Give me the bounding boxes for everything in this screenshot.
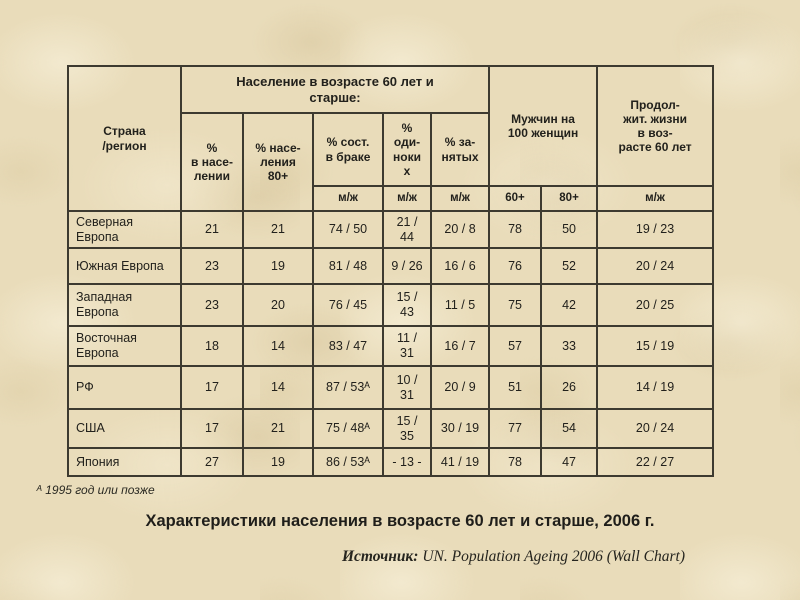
table-row: Япония 27 19 86 / 53ᴬ - 13 - 41 / 19 78 … bbox=[67, 447, 715, 477]
value-cell: 76 / 45 bbox=[312, 283, 384, 327]
value-cell: 78 bbox=[488, 210, 543, 249]
value-cell: 77 bbox=[488, 408, 543, 449]
table-row: РФ 17 14 87 / 53ᴬ 10 / 31 20 / 9 51 26 1… bbox=[67, 365, 715, 410]
subheader-80plus: 80+ bbox=[540, 185, 599, 212]
table-row: США 17 21 75 / 48ᴬ 15 / 35 30 / 19 77 54… bbox=[67, 408, 715, 449]
header-row-3: м/ж м/ж м/ж 60+ 80+ м/ж bbox=[68, 185, 715, 212]
value-cell: 74 / 50 bbox=[312, 210, 384, 249]
value-cell: 76 bbox=[488, 247, 543, 285]
value-cell: 19 bbox=[242, 447, 314, 477]
value-cell: 15 / 35 bbox=[382, 408, 432, 449]
col-header-pct-in-population: % в насе- лении bbox=[180, 112, 244, 212]
value-cell: 87 / 53ᴬ bbox=[312, 365, 384, 410]
value-cell: 50 bbox=[540, 210, 599, 249]
value-cell: 78 bbox=[488, 447, 543, 477]
col-header-country: Страна /регион bbox=[67, 65, 182, 212]
subheader-mw-single: м/ж bbox=[382, 185, 432, 212]
col-header-pct-80plus: % насе- ления 80+ bbox=[242, 112, 314, 212]
header-row-2: % в насе- лении % насе- ления 80+ % сост… bbox=[68, 112, 713, 212]
value-cell: 23 bbox=[180, 283, 244, 327]
subheader-mw-married: м/ж bbox=[312, 185, 384, 212]
value-cell: - 13 - bbox=[382, 447, 432, 477]
subheader-mw-employed: м/ж bbox=[429, 185, 491, 212]
table-row: Южная Европа 23 19 81 / 48 9 / 26 16 / 6… bbox=[67, 247, 715, 285]
value-cell: 75 bbox=[488, 283, 543, 327]
table-row: Восточная Европа 18 14 83 / 47 11 / 31 1… bbox=[67, 325, 715, 367]
value-cell: 17 bbox=[180, 408, 244, 449]
value-cell: 17 bbox=[180, 365, 244, 410]
value-cell: 21 bbox=[180, 210, 244, 249]
value-cell: 15 / 43 bbox=[382, 283, 432, 327]
value-cell: 54 bbox=[540, 408, 599, 449]
value-cell: 15 / 19 bbox=[596, 325, 715, 367]
country-cell: Южная Европа bbox=[67, 247, 182, 285]
value-cell: 83 / 47 bbox=[312, 325, 384, 367]
value-cell: 11 / 31 bbox=[382, 325, 432, 367]
value-cell: 18 bbox=[180, 325, 244, 367]
value-cell: 21 bbox=[242, 210, 314, 249]
value-cell: 42 bbox=[540, 283, 599, 327]
value-cell: 20 / 24 bbox=[596, 247, 715, 285]
value-cell: 20 / 25 bbox=[596, 283, 715, 327]
value-cell: 16 / 7 bbox=[429, 325, 491, 367]
value-cell: 27 bbox=[180, 447, 244, 477]
col-group-population-60plus: Население в возрасте 60 лет и старше: bbox=[179, 65, 491, 114]
value-cell: 11 / 5 bbox=[429, 283, 491, 327]
country-cell: Япония bbox=[67, 447, 182, 477]
slide-caption: Характеристики населения в возрасте 60 л… bbox=[145, 512, 655, 530]
country-cell: РФ bbox=[67, 365, 182, 410]
value-cell: 41 / 19 bbox=[429, 447, 491, 477]
col-header-pct-married: % сост. в браке bbox=[312, 112, 384, 187]
col-header-pct-employed: % за- нятых bbox=[429, 112, 491, 187]
value-cell: 57 bbox=[488, 325, 543, 367]
population-60plus-table: Страна /регион Население в возрасте 60 л… bbox=[67, 65, 715, 477]
value-cell: 22 / 27 bbox=[596, 447, 715, 477]
value-cell: 9 / 26 bbox=[382, 247, 432, 285]
value-cell: 23 bbox=[180, 247, 244, 285]
country-cell: Северная Европа bbox=[67, 210, 182, 249]
col-header-life-expectancy: Продол- жит. жизни в воз- расте 60 лет bbox=[596, 65, 715, 187]
country-cell: Восточная Европа bbox=[67, 325, 182, 367]
value-cell: 21 / 44 bbox=[382, 210, 432, 249]
footnote: ᴬ 1995 год или позже bbox=[36, 483, 155, 497]
value-cell: 19 / 23 bbox=[596, 210, 715, 249]
value-cell: 52 bbox=[540, 247, 599, 285]
source-text: UN. Population Ageing 2006 (Wall Chart) bbox=[418, 548, 685, 565]
value-cell: 20 / 24 bbox=[596, 408, 715, 449]
header-row-1: Страна /регион Население в возрасте 60 л… bbox=[67, 65, 715, 212]
value-cell: 86 / 53ᴬ bbox=[312, 447, 384, 477]
value-cell: 30 / 19 bbox=[429, 408, 491, 449]
value-cell: 20 / 9 bbox=[429, 365, 491, 410]
value-cell: 14 bbox=[242, 325, 314, 367]
value-cell: 81 / 48 bbox=[312, 247, 384, 285]
value-cell: 21 bbox=[242, 408, 314, 449]
country-cell: Западная Европа bbox=[67, 283, 182, 327]
value-cell: 51 bbox=[488, 365, 543, 410]
subheader-mw-life: м/ж bbox=[596, 185, 715, 212]
value-cell: 20 / 8 bbox=[429, 210, 491, 249]
subheader-60plus: 60+ bbox=[488, 185, 543, 212]
value-cell: 14 / 19 bbox=[596, 365, 715, 410]
value-cell: 20 bbox=[242, 283, 314, 327]
value-cell: 26 bbox=[540, 365, 599, 410]
source-line: Источник: UN. Population Ageing 2006 (Wa… bbox=[0, 548, 685, 566]
country-cell: США bbox=[67, 408, 182, 449]
col-group-men-per-100-women: Мужчин на 100 женщин bbox=[488, 65, 599, 187]
value-cell: 33 bbox=[540, 325, 599, 367]
value-cell: 10 / 31 bbox=[382, 365, 432, 410]
value-cell: 75 / 48ᴬ bbox=[312, 408, 384, 449]
source-label: Источник: bbox=[341, 548, 419, 565]
value-cell: 16 / 6 bbox=[429, 247, 491, 285]
table-row: Западная Европа 23 20 76 / 45 15 / 43 11… bbox=[67, 283, 715, 327]
value-cell: 19 bbox=[242, 247, 314, 285]
value-cell: 14 bbox=[242, 365, 314, 410]
col-header-pct-single: % оди- ноки х bbox=[382, 112, 432, 187]
value-cell: 47 bbox=[540, 447, 599, 477]
table-row: Северная Европа 21 21 74 / 50 21 / 44 20… bbox=[67, 210, 715, 249]
